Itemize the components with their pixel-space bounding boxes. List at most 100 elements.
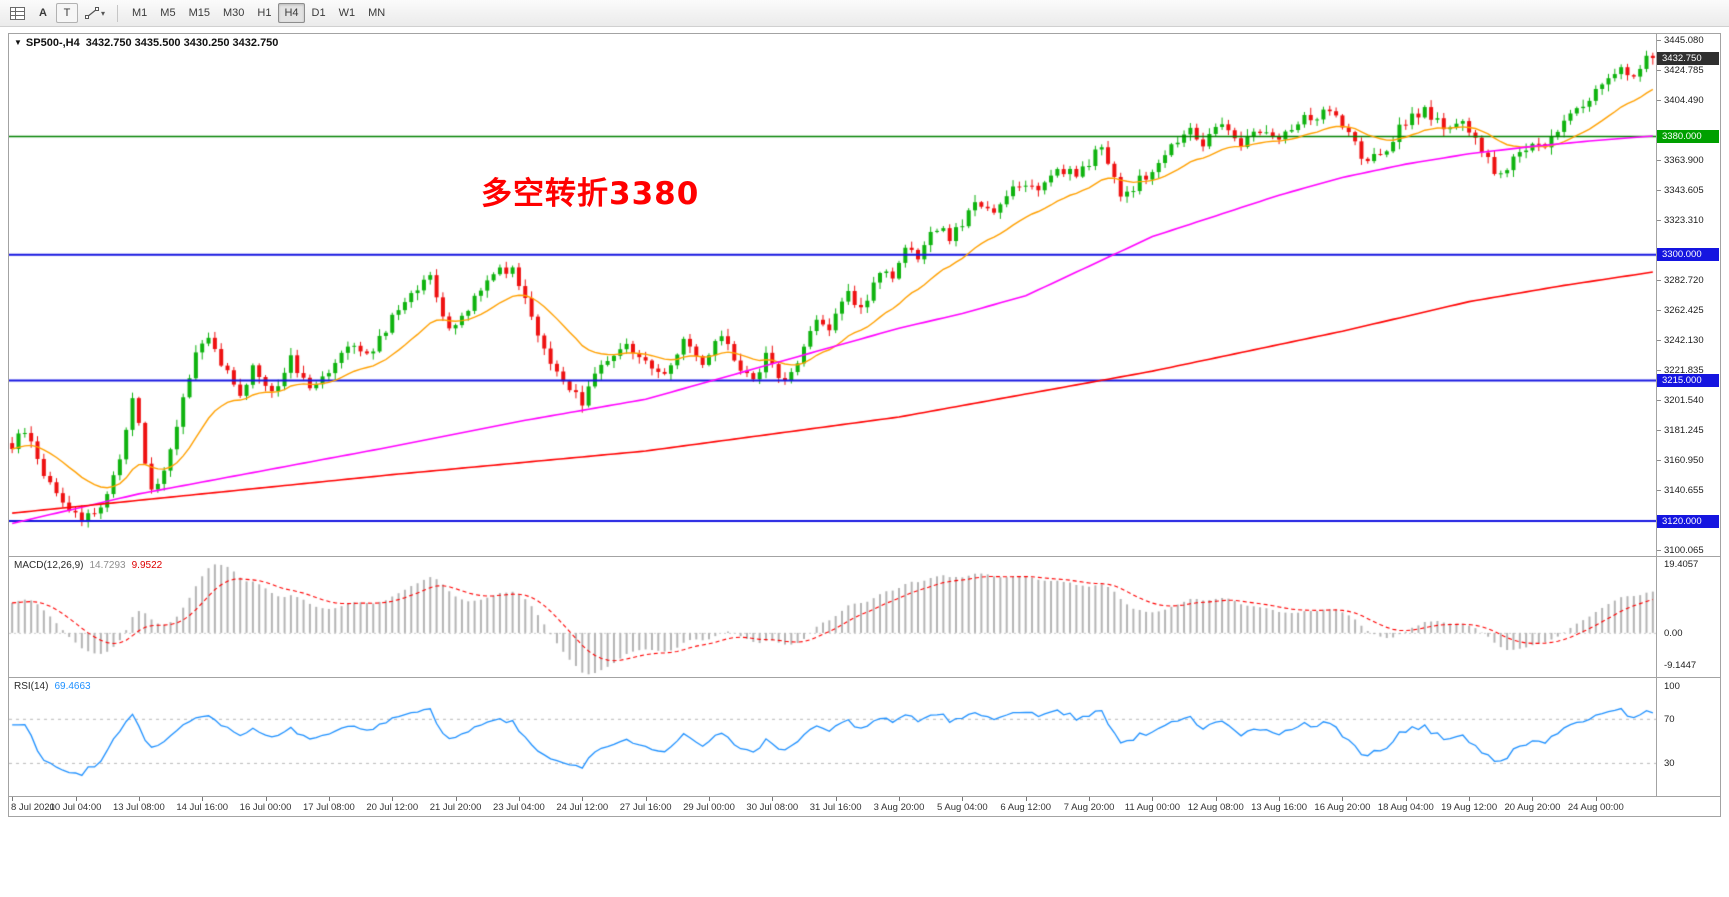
rsi-axis-tick: 70 [1664, 713, 1675, 725]
time-axis-label: 13 Jul 08:00 [112, 802, 165, 813]
time-axis-tickmark [1405, 797, 1407, 801]
axis-tickmark [1657, 189, 1661, 191]
timeframe-buttons-group: M1 M5 M15 M30 H1 H4 D1 W1 MN [126, 3, 391, 23]
timeframe-button-h4[interactable]: H4 [278, 3, 305, 23]
price-chart-canvas[interactable] [9, 34, 1656, 556]
pane-separator[interactable] [9, 556, 1720, 557]
time-axis-tickmark [265, 797, 267, 801]
insert-text-button[interactable]: A [32, 3, 54, 23]
time-axis-tickmark [582, 797, 584, 801]
time-axis[interactable]: 8 Jul 2020 10 Jul 04:00 13 Jul 08:00 14 Jul… [9, 797, 1720, 816]
time-axis-label: 23 Jul 04:00 [493, 802, 545, 813]
macd-axis[interactable]: 19.4057 0.00 -9.1447 [1656, 557, 1720, 677]
time-axis-label: 21 Jul 20:00 [429, 802, 482, 813]
trendline-icon [85, 7, 99, 19]
time-axis-tickmark [202, 797, 204, 801]
rsi-axis-tick: 100 [1664, 680, 1680, 692]
time-axis-tickmark [708, 797, 710, 801]
time-axis-tickmark [772, 797, 774, 801]
time-axis-tickmark [645, 797, 647, 801]
timeframe-button-d1[interactable]: D1 [306, 3, 332, 23]
price-axis-tick: 3262.425 [1664, 304, 1704, 316]
time-axis-label: 12 Aug 08:00 [1187, 802, 1244, 813]
ohlc-values: 3432.750 3435.500 3430.250 3432.750 [85, 37, 279, 49]
macd-name: MACD(12,26,9) [14, 560, 84, 571]
price-axis-tick: 3363.900 [1664, 154, 1704, 166]
time-axis-label: 7 Aug 20:00 [1063, 802, 1115, 813]
top-toolbar: A T ▾ M1 M5 M15 M30 H1 H4 D1 W1 MN [0, 0, 1729, 27]
price-level-box: 3300.000 [1657, 248, 1719, 262]
chart-window: ▼ SP500-,H4 3432.750 3435.500 3430.250 343… [8, 33, 1721, 817]
time-axis-tickmark [1532, 797, 1534, 801]
toolbar-separator [117, 4, 119, 22]
time-axis-label: 16 Jul 00:00 [239, 802, 292, 813]
macd-label: MACD(12,26,9) 14.7293 9.9522 [14, 560, 162, 571]
chart-annotation-text: 多空转折3380 [481, 176, 700, 212]
time-axis-label: 10 Jul 04:00 [49, 802, 102, 813]
chart-menu-triangle-icon[interactable]: ▼ [14, 38, 22, 47]
grid-icon [10, 6, 25, 20]
time-axis-tickmark [75, 797, 77, 801]
draw-tool-button[interactable]: ▾ [80, 3, 110, 23]
timeframe-button-m15[interactable]: M15 [183, 3, 216, 23]
time-axis-label: 3 Aug 20:00 [873, 802, 925, 813]
macd-signal-value: 9.9522 [131, 560, 163, 571]
price-axis-tick: 3424.785 [1664, 64, 1704, 76]
timeframe-button-m30[interactable]: M30 [217, 3, 250, 23]
time-axis-tickmark [962, 797, 964, 801]
timeframe-button-w1[interactable]: W1 [333, 3, 362, 23]
time-axis-label: 6 Aug 12:00 [1000, 802, 1052, 813]
timeframe-button-h1[interactable]: H1 [251, 3, 277, 23]
rsi-name: RSI(14) [14, 681, 49, 692]
rsi-indicator-canvas[interactable] [9, 678, 1656, 796]
time-axis-tickmark [1279, 797, 1281, 801]
price-axis-tick: 3404.490 [1664, 94, 1704, 106]
price-axis-tick: 3221.835 [1664, 364, 1704, 376]
time-axis-tickmark [1469, 797, 1471, 801]
time-axis-tickmark [518, 797, 520, 801]
axis-tickmark [1657, 369, 1661, 371]
axis-tickmark [1657, 159, 1661, 161]
price-axis-tick: 3343.605 [1664, 184, 1704, 196]
pane-separator [9, 796, 1720, 797]
time-axis-label: 11 Aug 00:00 [1124, 802, 1181, 813]
time-axis-tickmark [899, 797, 900, 801]
axis-tickmark [1657, 339, 1661, 341]
axis-tickmark [1657, 99, 1661, 101]
time-axis-tickmark [1342, 797, 1344, 801]
chart-grid-icon[interactable] [5, 3, 30, 23]
axis-tickmark [1657, 279, 1661, 281]
macd-indicator-canvas[interactable] [9, 557, 1656, 677]
timeframe-button-m5[interactable]: M5 [154, 3, 181, 23]
text-label-tool-button[interactable]: T [56, 3, 78, 23]
price-level-box: 3120.000 [1657, 514, 1719, 528]
time-axis-tickmark [1215, 797, 1217, 801]
pane-separator[interactable] [9, 677, 1720, 678]
macd-main-value: 14.7293 [89, 560, 126, 571]
rsi-pane: RSI(14) 69.4663 100 70 30 [9, 678, 1720, 796]
axis-tickmark [1657, 69, 1661, 71]
axis-tickmark [1657, 459, 1661, 461]
price-axis-tick: 3181.245 [1664, 424, 1704, 436]
price-axis[interactable]: 3445.080 3424.785 3404.490 3363.900 3343.605… [1656, 34, 1720, 556]
time-axis-label: 29 Jul 00:00 [683, 802, 735, 813]
time-axis-tickmark [1089, 797, 1091, 801]
axis-tickmark [1657, 489, 1661, 491]
rsi-axis[interactable]: 100 70 30 [1656, 678, 1720, 796]
time-axis-tickmark [1595, 797, 1597, 801]
time-axis-tickmark [1025, 797, 1027, 801]
time-axis-label: 17 Jul 08:00 [303, 802, 355, 813]
time-axis-tickmark [455, 797, 457, 801]
price-axis-tick: 3100.065 [1664, 544, 1704, 556]
time-axis-label: 30 Jul 08:00 [746, 802, 799, 813]
time-axis-tickmark [12, 797, 14, 801]
timeframe-button-mn[interactable]: MN [362, 3, 391, 23]
macd-axis-tick: 19.4057 [1664, 559, 1699, 571]
macd-pane: MACD(12,26,9) 14.7293 9.9522 19.4057 0.00 -9… [9, 557, 1720, 677]
timeframe-button-m1[interactable]: M1 [126, 3, 153, 23]
price-axis-tick: 3242.130 [1664, 334, 1704, 346]
time-axis-label: 14 Jul 16:00 [176, 802, 229, 813]
time-axis-tickmark [138, 797, 140, 801]
dropdown-caret-icon: ▾ [101, 8, 106, 18]
time-axis-label: 31 Jul 16:00 [809, 802, 862, 813]
